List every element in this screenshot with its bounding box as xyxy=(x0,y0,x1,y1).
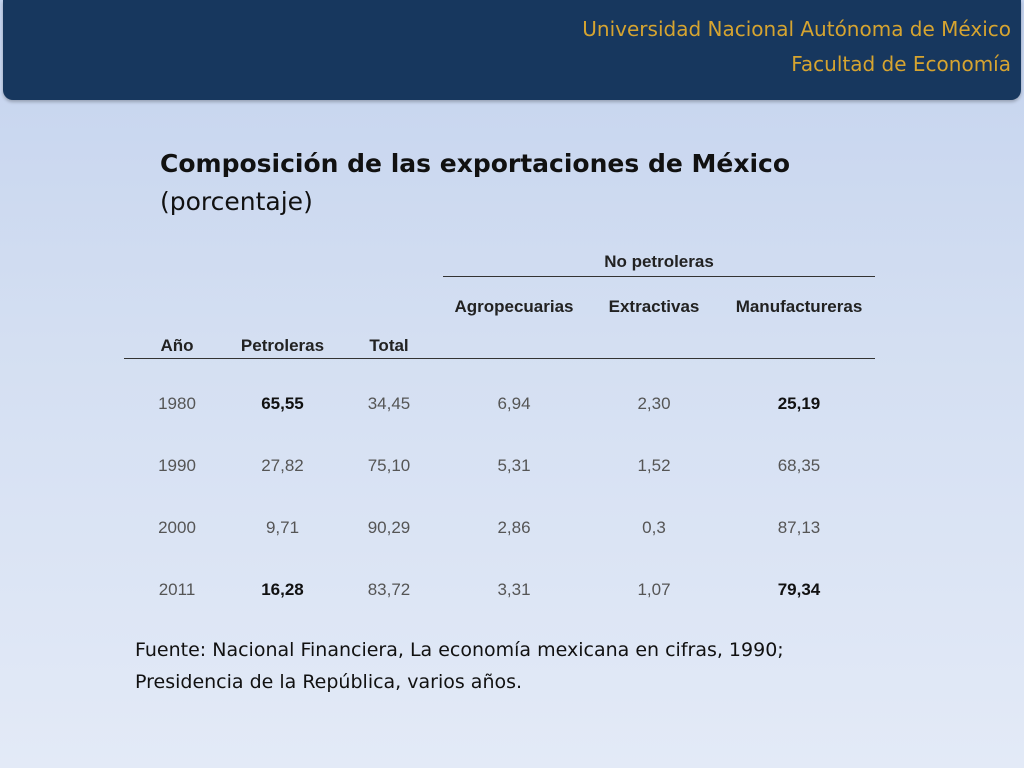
cell-extractivas: 0,3 xyxy=(642,518,666,537)
cell-total: 83,72 xyxy=(367,580,411,599)
title-main: Composición de las exportaciones de Méxi… xyxy=(160,149,791,178)
column-header-agropecuarias: Agropecuarias xyxy=(443,276,585,359)
cell-year: 1990 xyxy=(158,456,196,475)
column-header-total: Total xyxy=(335,276,443,359)
cell-petroleras: 65,55 xyxy=(261,394,304,413)
cell-year: 1980 xyxy=(158,394,196,413)
column-header-manufactureras: Manufactureras xyxy=(723,276,875,359)
cell-petroleras: 27,82 xyxy=(261,456,304,475)
institution-name: Universidad Nacional Autónoma de México xyxy=(582,17,1011,41)
title-subtitle: (porcentaje) xyxy=(160,187,313,216)
exports-table: No petroleras Año Petroleras Total Agrop… xyxy=(124,248,875,621)
column-header-extractivas: Extractivas xyxy=(585,276,723,359)
cell-manufactureras: 25,19 xyxy=(777,394,821,413)
header-spacer xyxy=(124,248,443,277)
cell-total: 34,45 xyxy=(367,394,411,413)
header-bar: Universidad Nacional Autónoma de México … xyxy=(3,0,1021,100)
cell-manufactureras: 68,35 xyxy=(777,456,821,475)
cell-total: 90,29 xyxy=(367,518,411,537)
cell-extractivas: 1,52 xyxy=(637,456,671,475)
cell-year: 2000 xyxy=(158,518,196,537)
cell-agropecuarias: 6,94 xyxy=(497,394,531,413)
cell-agropecuarias: 2,86 xyxy=(497,518,531,537)
cell-year: 2011 xyxy=(158,580,196,599)
cell-total: 75,10 xyxy=(367,456,411,475)
cell-petroleras: 16,28 xyxy=(261,580,304,599)
table-row: 2000 9,71 90,29 2,86 0,3 87,13 xyxy=(124,497,875,559)
column-header-year: Año xyxy=(124,276,230,359)
table-row: 2011 16,28 83,72 3,31 1,07 79,34 xyxy=(124,559,875,621)
source-note: Fuente: Nacional Financiera, La economía… xyxy=(135,634,995,698)
cell-agropecuarias: 3,31 xyxy=(497,580,531,599)
table-row: 1990 27,82 75,10 5,31 1,52 68,35 xyxy=(124,435,875,497)
slide-title: Composición de las exportaciones de Méxi… xyxy=(160,145,880,221)
source-line-2: Presidencia de la República, varios años… xyxy=(135,671,523,693)
group-header-no-petroleras: No petroleras xyxy=(443,248,875,277)
column-header-petroleras: Petroleras xyxy=(230,276,335,359)
cell-extractivas: 2,30 xyxy=(637,394,671,413)
faculty-name: Facultad de Economía xyxy=(791,52,1011,76)
cell-petroleras: 9,71 xyxy=(265,518,300,537)
cell-extractivas: 1,07 xyxy=(637,580,671,599)
table-row: 1980 65,55 34,45 6,94 2,30 25,19 xyxy=(124,359,875,436)
cell-manufactureras: 79,34 xyxy=(777,580,821,599)
source-line-1: Fuente: Nacional Financiera, La economía… xyxy=(135,639,784,661)
cell-agropecuarias: 5,31 xyxy=(497,456,531,475)
cell-manufactureras: 87,13 xyxy=(777,518,821,537)
